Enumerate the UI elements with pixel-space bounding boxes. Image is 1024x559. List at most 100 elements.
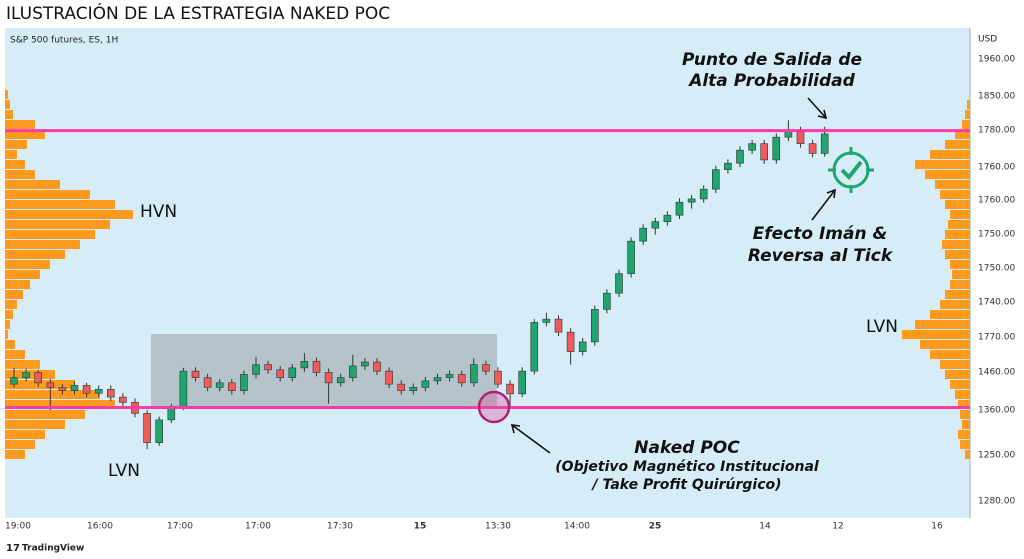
price-label: 1780.00: [978, 126, 1015, 136]
candle-body: [772, 136, 781, 161]
volume-profile-bar: [5, 440, 35, 449]
candle-body: [506, 383, 514, 395]
price-label: 1360.00: [978, 406, 1015, 416]
volume-profile-bar: [5, 170, 35, 179]
candle-body: [796, 130, 805, 144]
candle-body: [542, 318, 551, 323]
candle-body: [312, 361, 321, 373]
price-axis-bg: [970, 28, 1024, 518]
volume-profile-bar: [915, 160, 970, 169]
volume-profile-bar: [945, 290, 970, 299]
volume-profile-bar: [950, 210, 970, 219]
volume-profile-bar: [5, 330, 8, 339]
volume-profile-bar: [945, 200, 970, 209]
price-label: 1960.00: [978, 55, 1015, 65]
magnet-label: Efecto Imán &: [753, 224, 888, 244]
volume-profile-bar: [5, 360, 40, 369]
volume-profile-bar: [945, 370, 970, 379]
volume-profile-bar: [5, 450, 25, 459]
x-label: 12: [832, 522, 843, 532]
candle-body: [385, 370, 393, 385]
lvn-label: LVN: [866, 317, 898, 337]
candle-body: [615, 273, 623, 294]
candle-body: [348, 365, 357, 378]
footer-logo: 17: [6, 543, 20, 554]
volume-profile-bar: [902, 330, 970, 339]
candle-body: [373, 361, 381, 372]
volume-profile-bar: [5, 270, 40, 279]
volume-profile-bar: [962, 420, 970, 429]
candle-body: [191, 370, 200, 378]
candle-body: [724, 162, 732, 170]
candle-body: [566, 331, 575, 352]
symbol-label: S&P 500 futures, ES, 1H: [10, 36, 118, 46]
volume-profile-bar: [5, 140, 27, 149]
volume-profile-bar: [948, 220, 970, 229]
volume-profile-bar: [935, 180, 970, 189]
candle-body: [143, 413, 151, 443]
candle-body: [107, 389, 115, 398]
candle-body: [433, 377, 442, 382]
volume-profile-bar: [950, 280, 970, 289]
candle-body: [288, 367, 297, 378]
candle-body: [748, 143, 756, 151]
volume-profile-bar: [5, 300, 17, 309]
candle-body: [46, 382, 55, 388]
volume-profile-bar: [5, 280, 30, 289]
candle-body: [119, 396, 127, 403]
candle-body: [627, 240, 635, 274]
volume-profile-bar: [5, 110, 13, 119]
candle-body: [457, 374, 466, 384]
volume-profile-bar: [958, 430, 970, 439]
x-label: 17:30: [327, 522, 353, 532]
volume-profile-bar: [952, 270, 970, 279]
volume-profile-bar: [5, 250, 65, 259]
candle-body: [361, 361, 369, 367]
candle-body: [699, 188, 708, 200]
volume-profile-bar: [925, 170, 970, 179]
x-label: 16:00: [87, 522, 113, 532]
volume-profile-bar: [5, 90, 8, 99]
candle-body: [760, 143, 769, 161]
volume-profile-bar: [950, 380, 970, 389]
candle-body: [518, 370, 527, 395]
candle-body: [215, 382, 224, 388]
volume-profile-bar: [5, 390, 100, 399]
candle-body: [651, 221, 660, 229]
candle-body: [22, 372, 30, 378]
volume-profile-bar: [920, 340, 970, 349]
volume-profile-bar: [950, 260, 970, 269]
volume-profile-bar: [5, 150, 17, 159]
candle-body: [820, 133, 829, 154]
candle-body: [336, 377, 345, 384]
volume-profile-bar: [930, 150, 970, 159]
volume-profile-bar: [965, 110, 970, 119]
check-icon: [828, 147, 874, 193]
volume-profile-bar: [962, 120, 970, 129]
volume-profile-bar: [967, 100, 970, 109]
x-label: 16: [931, 522, 943, 532]
currency-label: USD: [978, 35, 997, 45]
candle-body: [228, 382, 236, 391]
candle-body: [58, 387, 67, 391]
candle-body: [445, 374, 454, 378]
volume-profile-bar: [5, 190, 90, 199]
volume-profile-bar: [5, 410, 85, 419]
arrows: [510, 97, 836, 454]
x-label: 14:00: [564, 522, 590, 532]
volume-profile-bar: [930, 310, 970, 319]
hvn-label: HVN: [140, 202, 177, 222]
volume-profile-bar: [5, 370, 55, 379]
candle-body: [155, 419, 163, 443]
volume-profile-bar: [5, 240, 80, 249]
price-label: 1460.00: [978, 368, 1015, 378]
volume-profile-bar: [945, 140, 970, 149]
price-label: 1770.00: [978, 333, 1015, 343]
volume-profile-bar: [5, 260, 50, 269]
exit-label: Punto de Salida de: [682, 50, 862, 70]
volume-profile-bar: [960, 440, 970, 449]
candle-body: [494, 370, 502, 385]
poc-label: (Objetivo Magnético Institucional: [555, 459, 819, 475]
chart-title: ILUSTRACIÓN DE LA ESTRATEGIA NAKED POC: [6, 2, 390, 24]
candle-body: [82, 385, 91, 394]
